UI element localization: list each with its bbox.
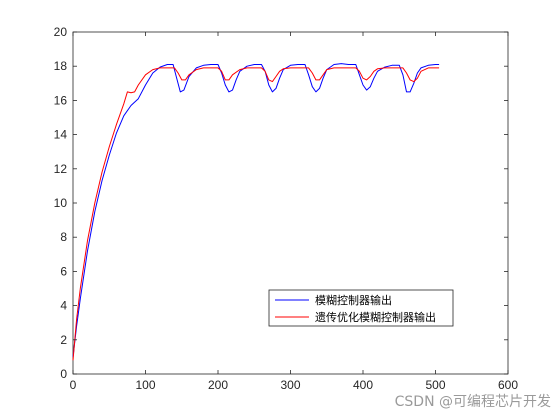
x-tick-label: 600 <box>498 378 518 392</box>
y-tick-label: 0 <box>60 367 67 381</box>
x-tick-label: 0 <box>70 378 77 392</box>
x-tick-label: 400 <box>353 378 373 392</box>
legend-label-2: 遗传优化模糊控制器输出 <box>315 310 436 324</box>
y-axis: 0 2 4 6 8 10 12 14 16 18 20 <box>54 25 508 381</box>
series-line-2 <box>72 67 440 361</box>
series-layer <box>72 63 440 361</box>
x-tick-label: 100 <box>135 378 155 392</box>
y-tick-label: 20 <box>54 25 68 39</box>
y-tick-label: 18 <box>54 59 68 73</box>
y-tick-label: 10 <box>54 196 68 210</box>
x-tick-label: 500 <box>425 378 445 392</box>
series-line-1 <box>72 63 440 357</box>
y-tick-label: 2 <box>60 333 67 347</box>
y-tick-label: 16 <box>54 93 68 107</box>
legend-label-1: 模糊控制器输出 <box>315 293 392 307</box>
legend-box <box>268 289 454 327</box>
y-tick-label: 4 <box>60 299 67 313</box>
y-tick-label: 8 <box>60 230 67 244</box>
y-tick-label: 14 <box>54 128 68 142</box>
x-tick-label: 300 <box>280 378 300 392</box>
watermark-text: CSDN @可编程芯片开发 <box>395 394 551 410</box>
y-tick-label: 12 <box>54 162 68 176</box>
y-tick-label: 6 <box>60 264 67 278</box>
x-tick-label: 200 <box>208 378 228 392</box>
x-axis: 0 100 200 300 400 500 600 <box>70 32 518 392</box>
